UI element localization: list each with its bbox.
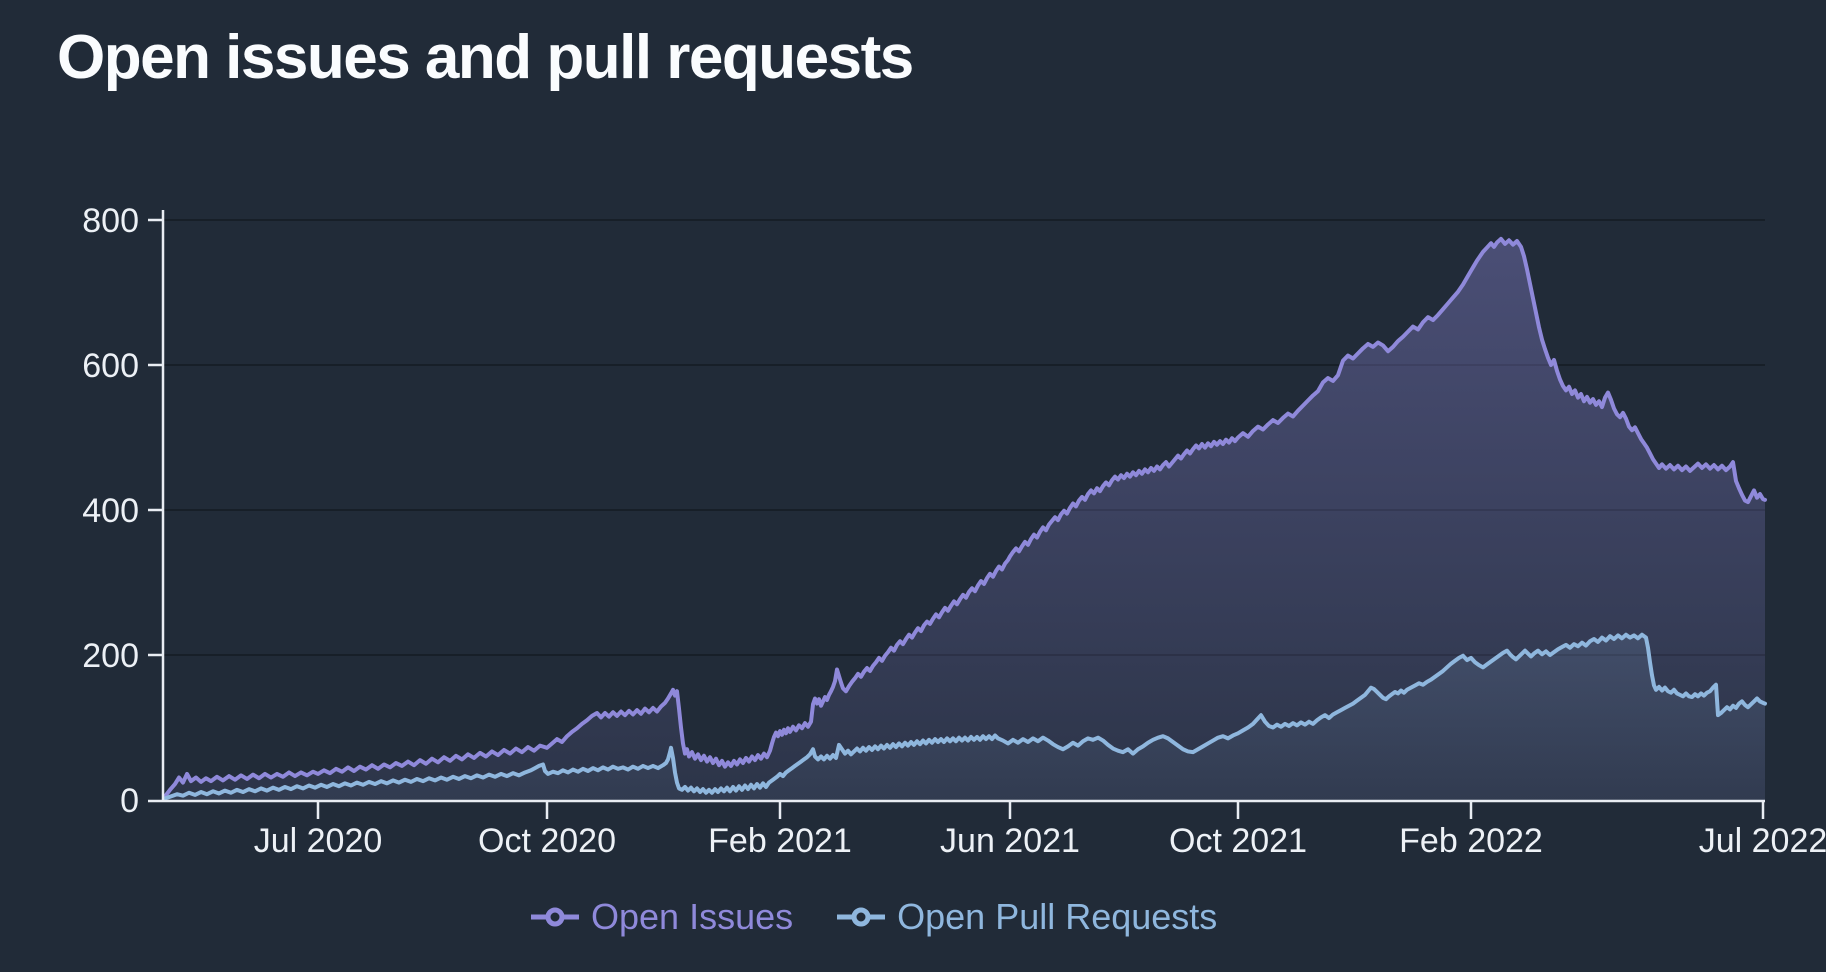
x-tick-label-jul-2022: Jul 2022 — [1699, 822, 1826, 860]
x-tick-label-oct-2020: Oct 2020 — [478, 822, 616, 860]
x-tick-label-jun-2021: Jun 2021 — [940, 822, 1080, 860]
x-tick-label-oct-2021: Oct 2021 — [1169, 822, 1307, 860]
x-tick-label-jul-2020: Jul 2020 — [254, 822, 383, 860]
y-tick-label-400: 400 — [82, 492, 139, 530]
y-tick-label-600: 600 — [82, 347, 139, 385]
y-tick-label-0: 0 — [120, 782, 139, 820]
legend-marker-line-circle-icon — [837, 907, 886, 927]
legend-label-open-issues: Open Issues — [591, 896, 794, 937]
legend-item-open-issues[interactable]: Open Issues — [531, 896, 793, 938]
y-tick-label-800: 800 — [82, 202, 139, 240]
legend-marker-line-circle-icon — [531, 907, 579, 927]
legend-item-open-pull-requests[interactable]: Open Pull Requests — [837, 896, 1217, 938]
x-tick-label-feb-2021: Feb 2021 — [708, 822, 852, 860]
chart-title: Open issues and pull requests — [57, 23, 914, 92]
open-issues-line[interactable] — [163, 236, 1767, 799]
legend: Open Issues Open Pull Requests — [531, 896, 1217, 938]
open-issues-area — [165, 238, 1765, 801]
x-tick-label-feb-2022: Feb 2022 — [1399, 822, 1543, 860]
y-tick-label-200: 200 — [82, 637, 139, 675]
open-pull-requests-line[interactable] — [163, 632, 1767, 801]
legend-label-open-pull-requests: Open Pull Requests — [897, 896, 1218, 937]
open-pull-requests-area — [165, 634, 1765, 800]
